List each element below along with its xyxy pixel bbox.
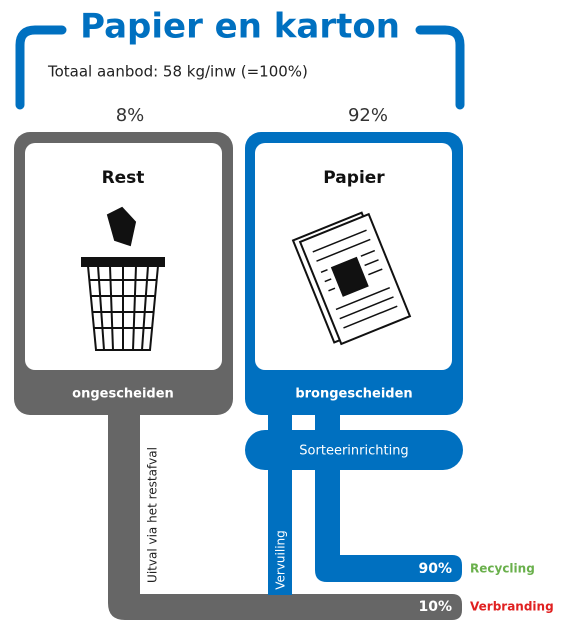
bracket-right [415,25,465,110]
trash-icon [81,206,165,351]
subtitle: Totaal aanbod: 58 kg/inw (=100%) [47,63,308,81]
share-rest: 8% [116,105,145,126]
pipe-residual [108,405,462,620]
incineration-share: 10% [418,599,452,615]
newspaper-icon [291,211,412,346]
share-papier: 92% [348,105,388,126]
recycling-label: Recycling [470,562,535,576]
residual-dropout-label: Uitval via het restafval [146,447,160,583]
rest-collection: ongescheiden [72,387,174,402]
pipe-recycling [315,405,462,582]
contamination-label: Vervuiling [274,530,288,590]
sorter-label: Sorteerinrichting [299,444,408,459]
bracket-left [15,25,67,110]
papier-collection: brongescheiden [295,387,412,402]
papier-label: Papier [323,168,385,188]
title: Papier en karton [80,7,400,47]
box-rest-inner [25,143,222,370]
sorter [245,430,463,470]
recycling-share: 90% [418,561,452,577]
rest-label: Rest [102,168,145,188]
incineration-label: Verbranding [470,600,554,614]
